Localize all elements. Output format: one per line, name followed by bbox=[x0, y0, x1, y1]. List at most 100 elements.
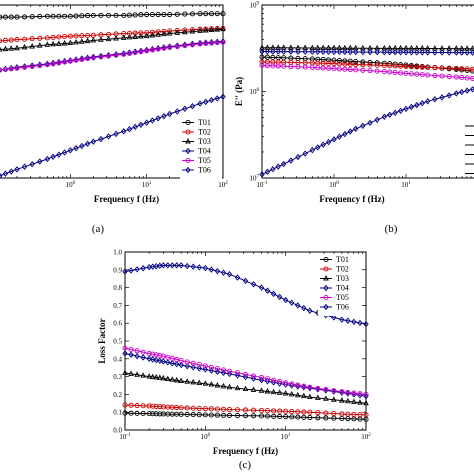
data-point bbox=[105, 133, 112, 140]
data-point bbox=[203, 98, 209, 106]
data-point bbox=[446, 73, 452, 80]
data-point bbox=[270, 166, 276, 173]
data-point bbox=[459, 74, 465, 81]
data-point bbox=[0, 38, 3, 44]
data-point bbox=[197, 27, 203, 33]
data-point bbox=[264, 48, 271, 55]
data-point bbox=[264, 408, 271, 414]
data-point bbox=[161, 30, 167, 37]
data-point bbox=[0, 67, 3, 73]
data-point bbox=[403, 105, 409, 113]
data-point bbox=[270, 48, 276, 55]
data-point bbox=[242, 277, 249, 285]
data-point bbox=[270, 63, 276, 69]
data-point bbox=[360, 67, 366, 73]
data-point bbox=[295, 414, 301, 420]
data-point bbox=[190, 412, 196, 418]
data-point bbox=[44, 41, 51, 47]
data-point bbox=[282, 296, 289, 304]
data-point bbox=[325, 138, 332, 146]
series-t06 bbox=[0, 93, 226, 179]
data-point bbox=[113, 130, 119, 138]
data-point bbox=[351, 411, 357, 417]
data-point bbox=[120, 34, 127, 40]
legend-marker bbox=[185, 129, 191, 135]
data-point bbox=[289, 408, 295, 415]
data-point bbox=[8, 168, 14, 175]
data-point bbox=[309, 64, 315, 70]
data-point bbox=[275, 163, 281, 170]
data-point bbox=[220, 11, 226, 17]
data-point bbox=[302, 150, 308, 157]
data-point bbox=[360, 122, 366, 130]
series-line bbox=[124, 353, 367, 397]
data-point bbox=[150, 403, 156, 409]
data-point bbox=[323, 415, 329, 421]
data-point bbox=[196, 379, 203, 386]
data-point bbox=[122, 350, 128, 357]
data-point bbox=[301, 414, 307, 420]
data-point bbox=[105, 35, 112, 42]
data-point bbox=[146, 350, 152, 357]
data-point bbox=[208, 406, 214, 412]
data-point bbox=[165, 262, 171, 269]
x-tick-label: 101 bbox=[281, 433, 291, 441]
data-point bbox=[197, 100, 203, 107]
data-point bbox=[363, 391, 369, 397]
data-point bbox=[166, 110, 173, 118]
data-point bbox=[2, 14, 9, 20]
data-point bbox=[398, 70, 404, 76]
data-point bbox=[336, 66, 342, 72]
y-tick-label: 0.6 bbox=[113, 320, 122, 328]
y-tick-label: 107 bbox=[250, 175, 260, 183]
data-point bbox=[367, 62, 373, 68]
legend-label: T06 bbox=[198, 166, 211, 175]
data-point bbox=[166, 30, 173, 36]
data-point bbox=[275, 48, 281, 55]
data-point bbox=[446, 65, 452, 71]
data-point bbox=[8, 14, 14, 20]
data-point bbox=[132, 123, 138, 131]
data-point bbox=[196, 405, 202, 411]
data-point bbox=[160, 358, 167, 365]
data-point bbox=[360, 59, 366, 65]
data-point bbox=[280, 48, 287, 55]
data-point bbox=[220, 367, 227, 373]
y-tick-label: 0.0 bbox=[113, 427, 122, 435]
data-point bbox=[189, 103, 196, 110]
data-point bbox=[345, 397, 351, 404]
data-point bbox=[277, 378, 283, 385]
data-point bbox=[226, 383, 233, 390]
data-point bbox=[157, 411, 163, 417]
data-point bbox=[387, 111, 393, 119]
y-axis-label: E'' (Pa) bbox=[234, 77, 244, 106]
data-point bbox=[144, 48, 150, 54]
data-point bbox=[331, 57, 337, 63]
legend-label: T06 bbox=[336, 303, 349, 312]
data-point bbox=[143, 32, 150, 39]
data-point bbox=[315, 144, 321, 151]
data-point bbox=[165, 359, 171, 366]
data-point bbox=[307, 409, 313, 415]
data-point bbox=[214, 40, 220, 46]
legend-entry: T01 bbox=[182, 118, 211, 127]
legend-entry: T06 bbox=[320, 303, 349, 312]
data-point bbox=[203, 11, 209, 17]
data-point bbox=[78, 38, 85, 44]
data-point bbox=[190, 263, 196, 270]
data-point bbox=[203, 26, 209, 32]
data-point bbox=[464, 67, 470, 74]
y-tick-label: 0.3 bbox=[113, 373, 122, 381]
data-point bbox=[453, 74, 459, 80]
data-point bbox=[424, 98, 431, 105]
data-point bbox=[202, 366, 209, 373]
x-axis-label: Frequency f (Hz) bbox=[213, 446, 278, 456]
data-point bbox=[128, 410, 134, 416]
data-point bbox=[8, 66, 14, 72]
data-point bbox=[214, 368, 221, 375]
data-point bbox=[132, 50, 138, 56]
data-point bbox=[161, 11, 167, 18]
data-point bbox=[37, 158, 43, 165]
data-point bbox=[234, 407, 241, 413]
